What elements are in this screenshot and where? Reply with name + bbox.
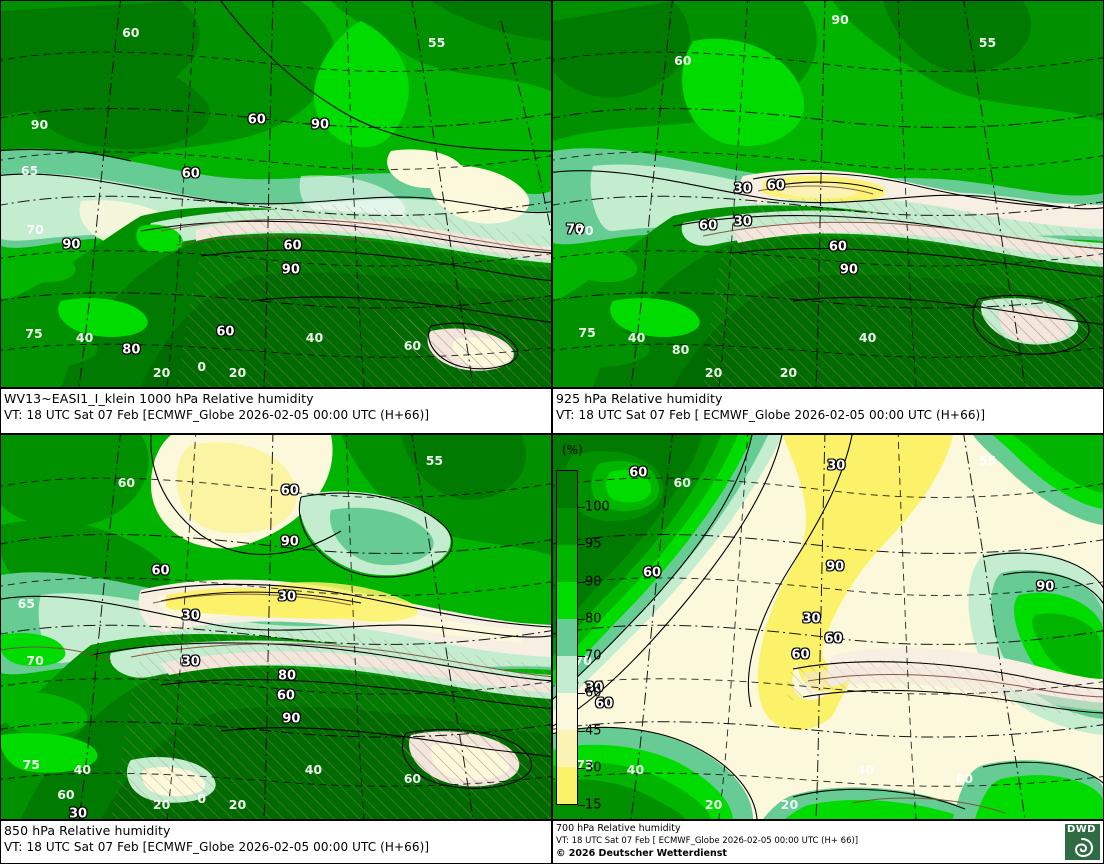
colorbar-tick-label-60: 60 [585, 685, 602, 701]
colorbar-segment-95 [557, 507, 577, 545]
colorbar-segment-60 [557, 655, 577, 693]
colorbar-gradient [556, 470, 578, 805]
panel-925hpa-title: 925 hPa Relative humidity [556, 391, 723, 406]
caption-925hpa: 925 hPa Relative humidity VT: 18 UTC Sat… [552, 388, 1104, 434]
colorbar-tick-label-80: 80 [585, 611, 602, 627]
map-panel-1000hpa[interactable]: 60 90 60 60 90 60 90 80 60 55 90 65 70 75 40 20 0 20 40 60 [0, 0, 552, 388]
map-panel-850hpa[interactable]: 30 30 30 80 60 90 60 90 60 30 60 55 65 70 75 40 60 20 0 20 4… [0, 434, 552, 820]
dwd-logo-text: DWD [1067, 824, 1096, 835]
colorbar-tick-label-100: 100 [585, 499, 610, 515]
panel-700hpa-title: 700 hPa Relative humidity [556, 823, 681, 834]
colorbar-tick-100 [578, 507, 585, 509]
colorbar-tick-15 [578, 805, 585, 806]
panel-925hpa-validtime: VT: 18 UTC Sat 07 Feb [ ECMWF_Globe 2026… [556, 408, 986, 422]
colorbar-tick-70 [578, 656, 585, 658]
colorbar-tick-95 [578, 544, 585, 546]
caption-850hpa: 850 hPa Relative humidity VT: 18 UTC Sat… [0, 820, 552, 864]
caption-700hpa: 700 hPa Relative humidity VT: 18 UTC Sat… [552, 820, 1104, 864]
map-panel-700hpa[interactable]: 30 60 90 60 30 60 90 60 30 60 60 55 70 75 40 20 20 40 60 [552, 434, 1104, 820]
panel-700hpa-validtime: VT: 18 UTC Sat 07 Feb [ ECMWF_Globe 2026… [556, 836, 859, 846]
colorbar-units-label: (%) [562, 443, 583, 457]
colorbar-tick-60 [578, 693, 585, 695]
colorbar-tick-label-30: 30 [585, 760, 602, 776]
colorbar-legend[interactable]: (%) 100 95 90 80 70 60 45 30 15 [552, 434, 614, 826]
colorbar-tick-80 [578, 618, 585, 620]
panel-1000hpa-validtime: VT: 18 UTC Sat 07 Feb [ECMWF_Globe 2026-… [4, 408, 430, 422]
dwd-spiral-icon [1074, 838, 1094, 858]
copyright-notice: © 2026 Deutscher Wetterdienst [556, 848, 727, 859]
dwd-logo: DWD [1064, 823, 1101, 861]
colorbar-segment-70 [557, 618, 577, 656]
colorbar-tick-30 [578, 767, 585, 769]
colorbar-tick-label-45: 45 [585, 723, 602, 739]
map-panel-925hpa[interactable]: 30 60 30 60 60 90 70 90 60 55 70 75 40 80 20 20 40 [552, 0, 1104, 388]
panel-850hpa-validtime: VT: 18 UTC Sat 07 Feb [ECMWF_Globe 2026-… [4, 840, 430, 854]
colorbar-tick-label-95: 95 [585, 536, 602, 552]
colorbar-tick-label-70: 70 [585, 648, 602, 664]
panel-1000hpa-title: WV13~EASI1_I_klein 1000 hPa Relative hum… [4, 391, 314, 406]
colorbar-segment-90 [557, 544, 577, 582]
colorbar-segment-80 [557, 581, 577, 619]
panel-850hpa-title: 850 hPa Relative humidity [4, 823, 171, 838]
colorbar-segment-100 [557, 471, 577, 508]
colorbar-tick-45 [578, 730, 585, 732]
colorbar-segment-45 [557, 692, 577, 730]
colorbar-tick-label-15: 15 [585, 797, 602, 813]
caption-1000hpa: WV13~EASI1_I_klein 1000 hPa Relative hum… [0, 388, 552, 434]
colorbar-segment-15 [557, 766, 577, 804]
colorbar-tick-90 [578, 581, 585, 583]
colorbar-segment-30 [557, 729, 577, 767]
colorbar-tick-label-90: 90 [585, 574, 602, 590]
